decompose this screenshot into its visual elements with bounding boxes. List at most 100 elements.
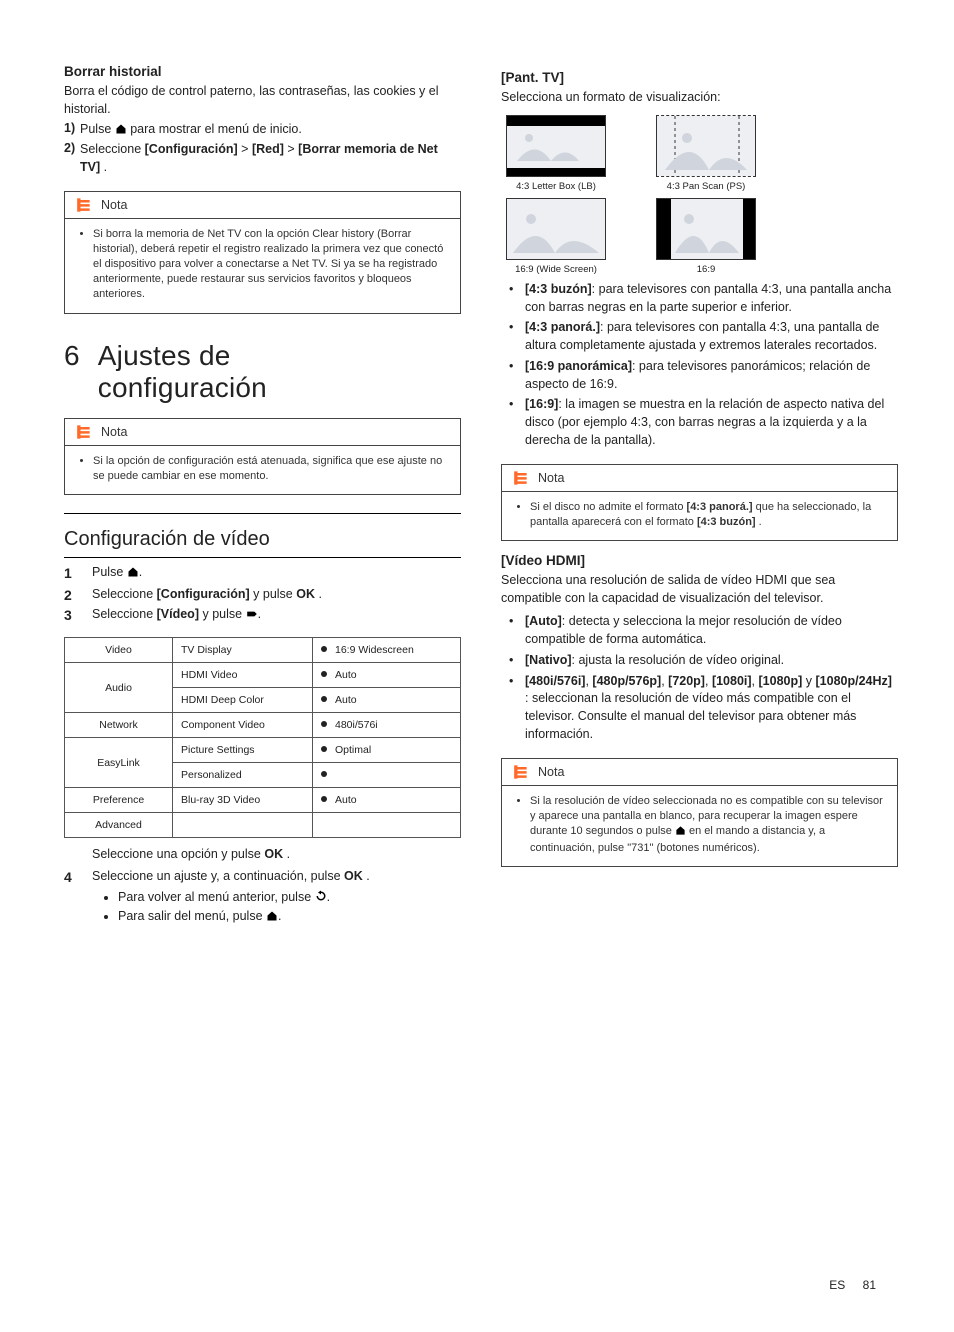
text-bold: [480p/576p] [592, 674, 661, 688]
text-bold: [4:3 buzón] [697, 516, 756, 528]
note-label: Nota [101, 198, 127, 212]
home-icon [266, 909, 278, 927]
pant-tv-desc: Selecciona un formato de visualización: [501, 89, 898, 107]
text-bold: [1080p/24Hz] [816, 674, 892, 688]
settings-row-label: HDMI Video [173, 663, 313, 688]
thumb-16-9: 16:9 [651, 198, 761, 275]
list-item: [Nativo]: ajusta la resolución de vídeo … [501, 652, 898, 670]
list-item: [16:9]: la imagen se muestra en la relac… [501, 396, 898, 449]
text-frag: . [327, 890, 330, 904]
chapter-title: Ajustes de configuración [98, 340, 267, 404]
text-frag: . [139, 565, 142, 579]
pant-bullets: [4:3 buzón]: para televisores con pantal… [501, 281, 898, 450]
home-icon [115, 123, 127, 141]
footer-lang: ES [829, 1278, 845, 1292]
text-bold: OK [296, 587, 315, 601]
settings-side-video: Video [65, 638, 173, 663]
thumb-caption: 16:9 (Wide Screen) [501, 264, 611, 275]
text-frag: Seleccione [92, 587, 157, 601]
chapter-title-line2: configuración [98, 372, 267, 403]
settings-row-label: Blu-ray 3D Video [173, 788, 313, 813]
right-arrow-icon [246, 607, 258, 625]
text-bold: [Vídeo] [157, 607, 199, 621]
item-text: : ajusta la resolución de vídeo original… [572, 653, 785, 667]
step-num: 3 [64, 606, 92, 625]
settings-side-advanced: Advanced [65, 813, 173, 838]
list-item: [Auto]: detecta y selecciona la mejor re… [501, 613, 898, 649]
text-frag: y [806, 674, 816, 688]
note-label: Nota [538, 471, 564, 485]
text-frag: . [287, 847, 290, 861]
home-icon [675, 825, 686, 841]
note-icon [73, 423, 93, 441]
text-frag: . [258, 607, 261, 621]
text-frag: para mostrar el menú de inicio. [130, 122, 302, 136]
item-label: [16:9] [525, 397, 558, 411]
home-icon [127, 566, 139, 584]
video-config-heading: Configuración de vídeo [64, 528, 461, 551]
note-box-1: Nota Si borra la memoria de Net TV con l… [64, 191, 461, 314]
list-item: Para salir del menú, pulse . [118, 907, 461, 927]
text-frag: Auto [335, 794, 357, 806]
list-item: [4:3 buzón]: para televisores con pantal… [501, 281, 898, 317]
borrar-steps: 1) Pulse para mostrar el menú de inicio.… [64, 121, 461, 177]
text-frag: y pulse [202, 607, 245, 621]
step-text: Seleccione [Vídeo] y pulse . [92, 606, 461, 625]
thumb-16-9-wide: 16:9 (Wide Screen) [501, 198, 611, 275]
note-icon [510, 763, 530, 781]
text-frag: . [318, 587, 321, 601]
item-label: [4:3 panorá.] [525, 320, 600, 334]
text-frag: Optimal [335, 744, 371, 756]
text-frag: . [366, 869, 369, 883]
note-icon [510, 469, 530, 487]
step-text: Seleccione un ajuste y, a continuación, … [92, 868, 461, 886]
text-frag: Auto [335, 694, 357, 706]
thumb-caption: 4:3 Pan Scan (PS) [651, 181, 761, 192]
text-bold: [Red] [252, 142, 284, 156]
text-frag: 480i/576i [335, 719, 378, 731]
settings-row-label: Component Video [173, 713, 313, 738]
step-text: Pulse para mostrar el menú de inicio. [80, 121, 461, 141]
thumb-caption: 16:9 [651, 264, 761, 275]
step-text: Pulse . [92, 564, 461, 584]
note-text: Si la resolución de vídeo seleccionada n… [530, 794, 887, 857]
settings-row-val [313, 763, 461, 788]
thumb-4-3-ps: 4:3 Pan Scan (PS) [651, 115, 761, 192]
thumb-4-3-lb: 4:3 Letter Box (LB) [501, 115, 611, 192]
list-item: [4:3 panorá.]: para televisores con pant… [501, 319, 898, 355]
text-frag: > [287, 142, 294, 156]
settings-row-label [173, 813, 313, 838]
text-frag: y pulse [253, 587, 296, 601]
note-text: Si borra la memoria de Net TV con la opc… [93, 227, 450, 303]
aspect-thumb-grid: 4:3 Letter Box (LB) 4:3 Pan Scan (PS) 16… [501, 115, 898, 275]
text-frag: Seleccione [80, 142, 145, 156]
note-box-3: Nota Si el disco no admite el formato [4… [501, 464, 898, 541]
chapter-heading: 6 Ajustes de configuración [64, 340, 461, 404]
text-frag: . [278, 909, 281, 923]
step-text: Seleccione [Configuración] > [Red] > [Bo… [80, 141, 461, 177]
settings-row-label: HDMI Deep Color [173, 688, 313, 713]
settings-row-label: Picture Settings [173, 738, 313, 763]
note-label: Nota [101, 425, 127, 439]
note-icon [73, 196, 93, 214]
text-bold: OK [264, 847, 283, 861]
settings-table: Video TV Display 16:9 Widescreen Audio H… [64, 637, 461, 838]
item-text: : la imagen se muestra en la relación de… [525, 397, 884, 447]
text-frag: Auto [335, 669, 357, 681]
page-columns: Borrar historial Borra el código de cont… [64, 60, 898, 927]
settings-row-val: 480i/576i [313, 713, 461, 738]
text-frag: Seleccione un ajuste y, a continuación, … [92, 869, 344, 883]
text-frag: Para volver al menú anterior, pulse [118, 890, 315, 904]
settings-side-network: Network [65, 713, 173, 738]
page-footer: ES 81 [829, 1278, 876, 1292]
step-num: 1 [64, 564, 92, 584]
settings-row-val: Auto [313, 688, 461, 713]
back-icon [315, 889, 327, 907]
text-frag: Para salir del menú, pulse [118, 909, 266, 923]
step-num: 2 [64, 586, 92, 604]
thumb-caption: 4:3 Letter Box (LB) [501, 181, 611, 192]
chapter-title-line1: Ajustes de [98, 340, 231, 371]
item-label: [Nativo] [525, 653, 572, 667]
list-item: [480i/576i], [480p/576p], [720p], [1080i… [501, 673, 898, 744]
settings-side-easylink: EasyLink [65, 738, 173, 788]
